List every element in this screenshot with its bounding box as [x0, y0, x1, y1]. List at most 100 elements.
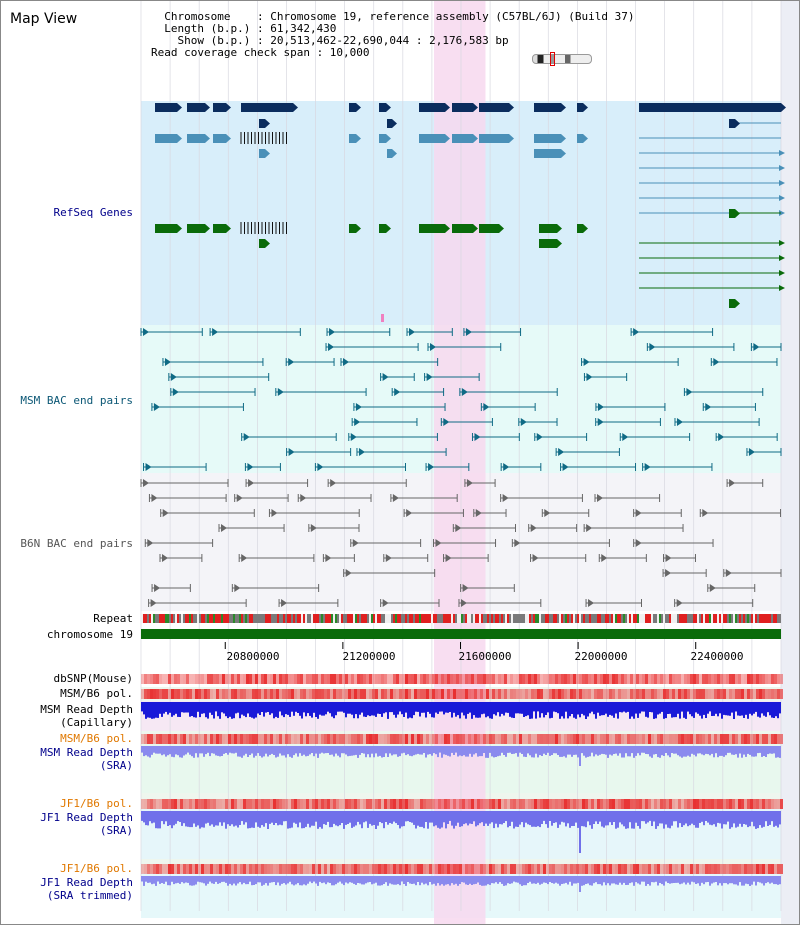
bac-end-glyph[interactable] [588, 599, 595, 607]
track-label-jf1-pol[interactable]: JF1/B6 pol. [60, 797, 133, 810]
bac-end-glyph[interactable] [633, 328, 640, 336]
refseq-gene[interactable] [187, 103, 205, 112]
bac-end-glyph[interactable] [426, 373, 433, 381]
bac-end-glyph[interactable] [702, 509, 709, 517]
refseq-gene[interactable] [452, 103, 473, 112]
track-label-refseq-genes[interactable]: RefSeq Genes [53, 206, 133, 219]
bac-end-glyph[interactable] [729, 479, 736, 487]
refseq-gene[interactable] [187, 134, 205, 143]
bac-end-glyph[interactable] [597, 403, 604, 411]
bac-end-glyph[interactable] [483, 403, 490, 411]
refseq-gene[interactable] [639, 103, 781, 112]
track-label-msm-pol[interactable]: MSM/B6 pol. [60, 687, 133, 700]
bac-end-glyph[interactable] [676, 599, 683, 607]
refseq-gene[interactable] [729, 119, 735, 128]
refseq-gene[interactable] [577, 134, 583, 143]
bac-end-glyph[interactable] [649, 343, 656, 351]
track-label-jf1-depth-sra[interactable]: JF1 Read Depth [40, 811, 133, 824]
bac-end-glyph[interactable] [271, 509, 278, 517]
bac-end-glyph[interactable] [354, 418, 361, 426]
bac-end-glyph[interactable] [676, 418, 683, 426]
bac-end-glyph[interactable] [462, 584, 469, 592]
refseq-gene[interactable] [379, 103, 386, 112]
bac-end-glyph[interactable] [343, 358, 350, 366]
bac-end-glyph[interactable] [586, 373, 593, 381]
bac-end-glyph[interactable] [475, 509, 482, 517]
bac-end-glyph[interactable] [385, 554, 392, 562]
bac-end-glyph[interactable] [300, 494, 307, 502]
bac-end-glyph[interactable] [635, 509, 642, 517]
bac-end-glyph[interactable] [536, 433, 543, 441]
bac-end-glyph[interactable] [147, 539, 154, 547]
bac-end-glyph[interactable] [281, 599, 288, 607]
bac-end-glyph[interactable] [161, 554, 168, 562]
bac-end-glyph[interactable] [686, 388, 693, 396]
bac-end-glyph[interactable] [443, 418, 450, 426]
bac-end-glyph[interactable] [151, 494, 158, 502]
bac-end-glyph[interactable] [277, 388, 284, 396]
bac-end-glyph[interactable] [243, 433, 250, 441]
bac-end-glyph[interactable] [562, 463, 569, 471]
refseq-gene[interactable] [349, 224, 356, 233]
refseq-gene[interactable] [479, 103, 509, 112]
bac-end-glyph[interactable] [597, 418, 604, 426]
track-label-jf1-pol-2[interactable]: JF1/B6 pol. [60, 862, 133, 875]
bac-end-glyph[interactable] [330, 479, 337, 487]
bac-end-glyph[interactable] [288, 358, 295, 366]
bac-end-glyph[interactable] [143, 328, 150, 336]
bac-end-glyph[interactable] [382, 599, 389, 607]
bac-end-glyph[interactable] [586, 524, 593, 532]
bac-end-glyph[interactable] [317, 463, 324, 471]
bac-end-glyph[interactable] [143, 479, 150, 487]
bac-end-glyph[interactable] [558, 448, 565, 456]
track-label-dbsnp[interactable]: dbSNP(Mouse) [53, 672, 133, 685]
bac-end-glyph[interactable] [514, 539, 521, 547]
refseq-gene[interactable] [539, 239, 557, 248]
bac-end-glyph[interactable] [503, 463, 510, 471]
bac-end-glyph[interactable] [355, 403, 362, 411]
bac-end-glyph[interactable] [429, 343, 436, 351]
bac-end-glyph[interactable] [466, 479, 473, 487]
bac-end-glyph[interactable] [394, 388, 401, 396]
refseq-gene[interactable] [387, 119, 392, 128]
track-label-msm-pol-2[interactable]: MSM/B6 pol. [60, 732, 133, 745]
bac-end-glyph[interactable] [583, 358, 590, 366]
refseq-gene[interactable] [534, 103, 561, 112]
bac-end-glyph[interactable] [709, 584, 716, 592]
refseq-gene[interactable] [259, 149, 265, 158]
bac-end-glyph[interactable] [325, 554, 332, 562]
bac-end-glyph[interactable] [644, 463, 651, 471]
bac-end-glyph[interactable] [162, 509, 169, 517]
track-label-b6n-bac[interactable]: B6N BAC end pairs [20, 537, 133, 550]
refseq-gene[interactable] [452, 224, 473, 233]
refseq-gene[interactable] [241, 103, 293, 112]
track-label-jf1-depth-trim[interactable]: JF1 Read Depth [40, 876, 133, 889]
bac-end-glyph[interactable] [465, 328, 472, 336]
bac-end-glyph[interactable] [748, 448, 755, 456]
bac-end-glyph[interactable] [221, 524, 228, 532]
bac-end-glyph[interactable] [236, 494, 243, 502]
bac-end-glyph[interactable] [474, 433, 481, 441]
refseq-gene[interactable] [349, 134, 356, 143]
bac-end-glyph[interactable] [532, 554, 539, 562]
bac-end-glyph[interactable] [241, 554, 248, 562]
bac-end-glyph[interactable] [665, 569, 672, 577]
track-label-msm-depth-sra[interactable]: MSM Read Depth [40, 746, 133, 759]
refseq-gene[interactable] [187, 224, 205, 233]
bac-end-glyph[interactable] [172, 388, 179, 396]
selected-region-highlight[interactable] [434, 1, 486, 925]
bac-end-glyph[interactable] [635, 539, 642, 547]
refseq-gene[interactable] [534, 149, 561, 158]
bac-end-glyph[interactable] [428, 463, 435, 471]
bac-end-glyph[interactable] [665, 554, 672, 562]
track-label-repeat[interactable]: Repeat [93, 612, 133, 625]
bac-end-glyph[interactable] [705, 403, 712, 411]
refseq-gene[interactable] [155, 224, 177, 233]
bac-end-glyph[interactable] [753, 343, 760, 351]
chromosome-bar[interactable] [141, 629, 781, 639]
bac-end-glyph[interactable] [460, 599, 467, 607]
bac-end-glyph[interactable] [502, 494, 509, 502]
bac-end-glyph[interactable] [725, 569, 732, 577]
bac-end-glyph[interactable] [544, 509, 551, 517]
